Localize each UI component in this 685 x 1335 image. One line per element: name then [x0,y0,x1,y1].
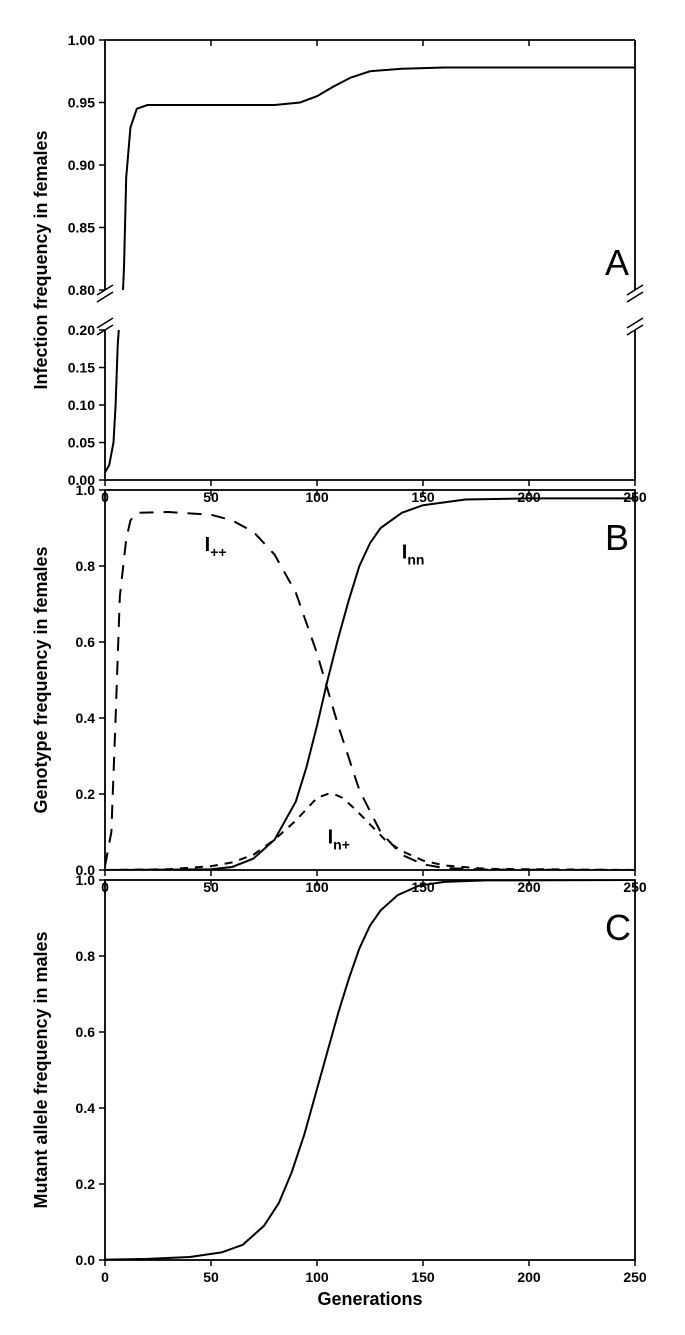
svg-text:Generations: Generations [317,1289,422,1309]
figure-container: 0.800.850.900.951.000.000.050.100.150.20… [20,20,665,1315]
svg-text:Mutant allele frequency in mal: Mutant allele frequency in males [31,931,51,1208]
svg-text:0.95: 0.95 [68,95,95,111]
svg-text:C: C [605,907,631,948]
svg-text:0.85: 0.85 [68,220,95,236]
svg-text:50: 50 [203,1269,219,1285]
svg-text:0.8: 0.8 [76,948,96,964]
svg-text:0.15: 0.15 [68,360,95,376]
svg-text:0.90: 0.90 [68,157,95,173]
svg-text:0.80: 0.80 [68,282,95,298]
svg-text:0.0: 0.0 [76,1252,96,1268]
svg-text:0.8: 0.8 [76,558,96,574]
svg-text:In+: In+ [328,826,350,852]
svg-text:Inn: Inn [402,541,425,567]
svg-text:0: 0 [101,1269,109,1285]
multi-panel-chart: 0.800.850.900.951.000.000.050.100.150.20… [20,20,665,1315]
svg-text:150: 150 [411,1269,435,1285]
svg-text:0.2: 0.2 [76,786,96,802]
svg-text:0.6: 0.6 [76,1024,96,1040]
svg-text:0.6: 0.6 [76,634,96,650]
svg-text:B: B [605,517,629,558]
svg-text:0.05: 0.05 [68,435,95,451]
svg-text:Genotype frequency in females: Genotype frequency in females [31,546,51,813]
svg-text:200: 200 [517,1269,541,1285]
svg-text:0.10: 0.10 [68,397,95,413]
svg-text:1.0: 1.0 [76,872,96,888]
svg-text:1.00: 1.00 [68,32,95,48]
svg-text:I++: I++ [205,534,227,560]
svg-text:A: A [605,242,629,283]
svg-text:100: 100 [305,1269,329,1285]
svg-text:250: 250 [623,1269,647,1285]
svg-text:Infection frequency in females: Infection frequency in females [31,130,51,389]
svg-text:0.4: 0.4 [76,710,96,726]
svg-text:0.4: 0.4 [76,1100,96,1116]
svg-text:1.0: 1.0 [76,482,96,498]
svg-text:0.2: 0.2 [76,1176,96,1192]
svg-text:0.20: 0.20 [68,322,95,338]
